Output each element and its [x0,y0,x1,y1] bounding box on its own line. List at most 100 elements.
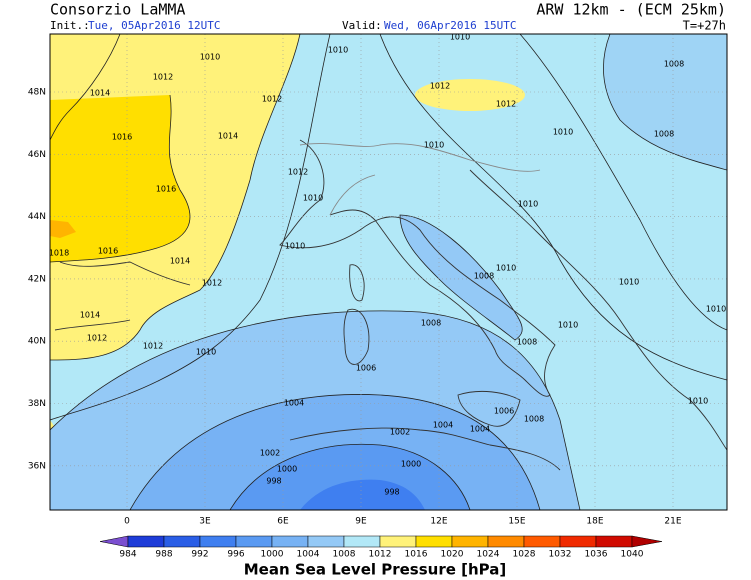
lon-label: 18E [586,517,603,527]
pressure-region [50,220,76,238]
colorbar-box [271,535,309,548]
lat-label: 48N [28,88,46,98]
isobar-label: 1010 [285,242,305,251]
isobar-label: 1018 [49,249,69,258]
isobar-label: 998 [384,488,399,497]
isobar-label: 1010 [450,33,470,42]
colorbar-label: 984 [119,550,136,560]
lon-label: 0 [124,517,130,527]
colorbar-box [127,535,165,548]
isobar-label: 1010 [200,53,220,62]
isobar-label: 1000 [401,460,421,469]
isobar-label: 1014 [90,89,110,98]
lon-label: 3E [199,517,211,527]
pressure-region [400,215,523,340]
isobar-label: 1010 [558,321,578,330]
model-label: ARW 12km - (ECM 25km) [536,1,726,19]
isobar-label: 1016 [98,247,118,256]
lon-label: 15E [508,517,525,527]
coastline [343,264,370,365]
isobar-label: 1010 [688,397,708,406]
isobar [50,34,331,421]
isobar-label: 1004 [470,425,490,434]
colorbar-label: 988 [155,550,172,560]
colorbar-label: 1032 [549,550,572,560]
isobar-label: 1008 [421,319,441,328]
lon-label: 6E [277,517,289,527]
colorbar-label: 1008 [333,550,356,560]
isobar-label: 1006 [494,407,514,416]
colorbar: 984 988 992 996 1000 1004 1008 1012 1016 1020 1024… [99,535,663,560]
colorbar-label: 1012 [369,550,392,560]
isobar-label: 1008 [524,415,544,424]
isobar-label: 1010 [496,264,516,273]
pressure-region [415,79,525,111]
isobar [399,214,523,341]
isobar-label: 1010 [706,305,726,314]
isobar-label: 1004 [433,421,453,430]
lead-time: T=+27h [683,19,726,33]
map-frame [49,33,728,511]
isobar-label: 1010 [328,46,348,55]
isobar [50,310,581,510]
isobar [379,34,727,381]
colorbar-box [163,535,201,548]
isobar-label: 1012 [153,73,173,82]
isobar-label: 1002 [390,428,410,437]
colorbar-label: 1000 [261,550,284,560]
colorbar-title: Mean Sea Level Pressure [hPa] [244,561,507,579]
isobar-label: 1008 [664,60,684,69]
colorbar-label: 1028 [513,550,536,560]
colorbar-label: 996 [227,550,244,560]
isobar-label: 1012 [288,168,308,177]
isobar-label: 1010 [619,278,639,287]
lat-label: 44N [28,212,46,222]
colorbar-label: 1004 [297,550,320,560]
colorbar-box [595,535,633,548]
isobar-label: 1016 [112,133,132,142]
isobar-label: 1008 [654,130,674,139]
isobar [229,443,471,510]
isobar-label: 1012 [202,279,222,288]
colorbar-label: 1016 [405,550,428,560]
isobar-label: 1008 [517,338,537,347]
lat-label: 42N [28,274,46,284]
isobar-label: 1010 [518,200,538,209]
valid-label: Valid: [342,19,382,32]
coastline [279,139,556,397]
coastline [469,169,727,451]
pressure-region [50,95,190,262]
isobar-label: 1016 [156,185,176,194]
lat-label: 46N [28,150,46,160]
colorbar-box [523,535,561,548]
isobar-label: 1012 [262,95,282,104]
init-label: Init.: [50,19,90,32]
isobar-label: 1004 [284,399,304,408]
isobar [603,34,727,171]
pressure-region [300,479,425,510]
border [299,143,541,216]
colorbar-box [415,535,453,548]
colorbar-label: 1040 [621,550,644,560]
colorbar-box [451,535,489,548]
lon-label: 9E [355,517,367,527]
isobar-label: 1012 [143,342,163,351]
coastline [289,427,561,471]
graticule: 48N 46N 44N 42N 40N 38N 36N 0 3E 6E 9E 12E 15E 18E 21E [28,34,727,527]
colorbar-box [343,535,381,548]
isobar-label: 1014 [80,311,100,320]
coastline [457,390,521,427]
lat-label: 38N [28,399,46,409]
isobar [50,34,121,141]
isobar-label: 998 [266,477,281,486]
colorbar-box [379,535,417,548]
isobar-label: 1000 [277,465,297,474]
pressure-region [603,34,727,170]
colorbar-box [235,535,273,548]
isobar-labels: 1010 1010 1012 1014 1012 1014 1016 1016 1012 1010… [49,33,726,497]
colorbar-label: 1036 [585,550,608,560]
colorbar-box [487,535,525,548]
isobar-label: 1010 [553,128,573,137]
colorbar-box [559,535,597,548]
colorbar-label: 992 [191,550,208,560]
